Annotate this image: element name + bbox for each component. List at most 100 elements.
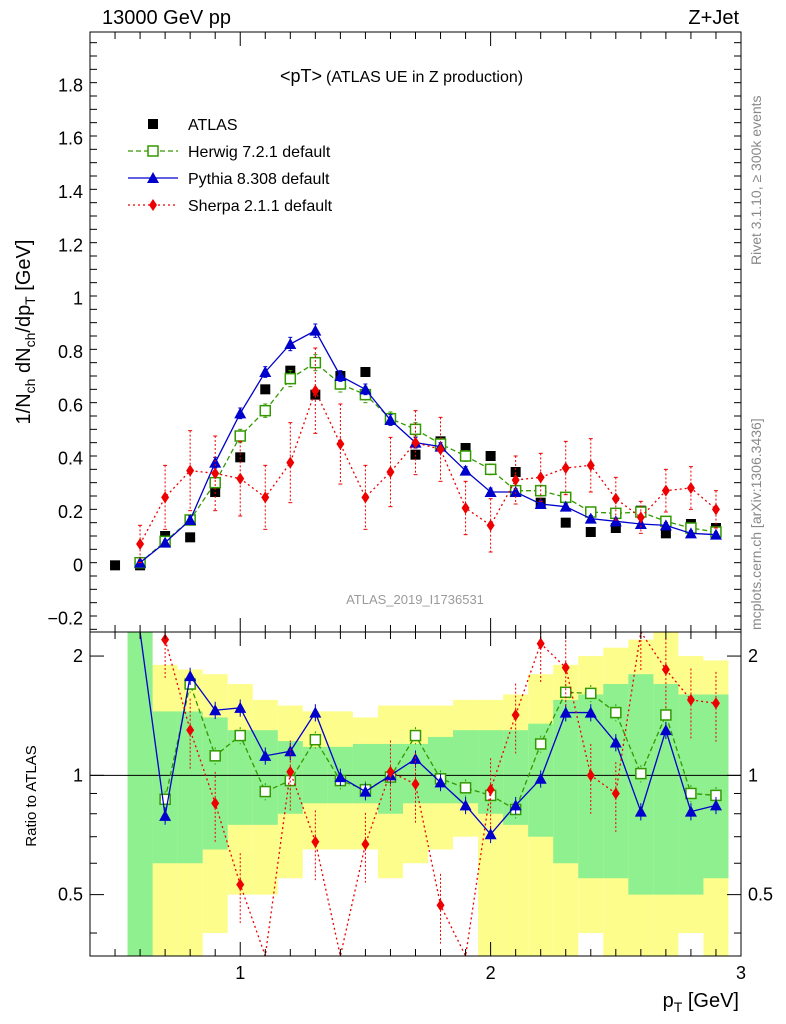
ratio-axis-label: Ratio to ATLAS	[23, 745, 40, 846]
ratio-line	[139, 632, 717, 836]
ratio-point	[259, 749, 272, 761]
x-tick-labels: 1 2 3	[235, 963, 746, 983]
x-tick-label: 2	[486, 963, 496, 983]
ratio-point	[534, 772, 547, 784]
y-tick-label: 1.2	[58, 235, 83, 255]
data-point	[211, 467, 220, 480]
ratio-band-inner	[227, 730, 253, 825]
x-tick-label: 1	[235, 963, 245, 983]
data-point	[360, 367, 371, 377]
y-tick-label: 1.6	[58, 129, 83, 149]
ratio-point	[609, 736, 622, 748]
legend-label: Herwig 7.2.1 default	[188, 144, 331, 161]
ratio-point	[635, 767, 647, 780]
data-point	[660, 528, 671, 539]
ratio-point	[159, 793, 171, 806]
legend-item: Sherpa 2.1.1 default	[128, 198, 333, 215]
ratio-point	[536, 637, 545, 650]
ratio-point	[309, 733, 322, 746]
ratio-panel: 0.5 0.5 1 1 2 2 Ratio to ATLAS	[23, 631, 773, 957]
ratio-point	[610, 706, 622, 719]
data-point	[209, 456, 222, 468]
ratio-point	[585, 687, 597, 700]
series-line	[139, 388, 717, 545]
ratio-point	[711, 697, 720, 710]
data-point	[411, 436, 420, 449]
ratio-point	[660, 709, 672, 721]
ratio-band-inner	[553, 699, 579, 864]
side-text-top: Rivet 3.1.10, ≥ 300k events	[748, 95, 764, 265]
x-tick-label: 3	[736, 963, 746, 983]
ratio-tick-label: 1	[73, 765, 83, 785]
data-point	[384, 414, 397, 425]
side-text-bottom: mcplots.cern.ch [arXiv:1306.3436]	[748, 418, 764, 630]
ratio-point	[659, 724, 672, 736]
ratio-ticks: 0.5 0.5 1 1 2 2	[58, 632, 773, 956]
ratio-tick-label: 1	[748, 765, 758, 785]
data-point	[336, 438, 345, 450]
ratio-point	[186, 724, 195, 737]
data-point	[184, 514, 197, 525]
y-axis-label: 1/Nch dNch/dpT [GeV]	[13, 240, 38, 425]
data-point	[485, 451, 496, 461]
data-point	[460, 443, 471, 453]
data-point	[309, 324, 322, 336]
ratio-point	[159, 809, 172, 821]
legend-marker	[147, 172, 159, 183]
data-point	[334, 370, 347, 381]
data-point	[386, 466, 395, 478]
ratio-series-2	[139, 632, 722, 844]
plot-title-sub: (ATLAS UE in Z production)	[326, 69, 523, 86]
ratio-point	[359, 785, 372, 797]
data-point	[459, 464, 472, 476]
header-process: Z+Jet	[688, 7, 739, 29]
ratio-point	[484, 828, 497, 840]
legend-item: ATLAS	[148, 117, 238, 134]
ratio-band-inner	[428, 736, 454, 804]
ratio-point	[486, 783, 495, 796]
data-point	[686, 482, 695, 494]
ratio-point	[361, 838, 370, 851]
ratio-tick-label: 2	[748, 646, 758, 666]
ratio-point	[209, 750, 221, 762]
ratio-point	[334, 771, 347, 783]
data-point	[484, 486, 497, 497]
legend-item: Pythia 8.308 default	[128, 171, 330, 188]
data-point	[259, 366, 272, 377]
y-tick-label: 1	[73, 289, 83, 309]
watermark: ATLAS_2019_I1736531	[346, 592, 484, 607]
data-point	[709, 528, 722, 540]
data-point	[136, 538, 145, 550]
ratio-point	[434, 776, 447, 788]
data-point	[234, 407, 247, 419]
ratio-point	[685, 787, 697, 800]
data-point	[611, 492, 620, 505]
data-point	[236, 472, 245, 485]
plot-title: <pT> (ATLAS UE in Z production)	[280, 66, 523, 86]
ratio-band-inner	[703, 694, 729, 879]
data-point	[186, 464, 195, 477]
data-point	[534, 498, 547, 509]
ratio-point	[209, 704, 222, 716]
data-point	[309, 356, 322, 369]
ratio-point	[259, 785, 272, 798]
data-point	[361, 491, 370, 504]
ratio-plot-area	[90, 632, 741, 956]
ratio-point	[509, 799, 522, 811]
data-point	[559, 500, 572, 512]
data-point	[634, 518, 647, 529]
ratio-point	[386, 765, 395, 778]
ratio-band-inner	[252, 730, 278, 825]
data-point	[511, 474, 520, 486]
upper-panel: −0.2 0 0.2 0.4 0.6 0.8 1 1.2 1.4 1.6 1.8 <pT> (ATL…	[13, 31, 742, 633]
ratio-point	[611, 787, 620, 800]
series-line	[139, 361, 717, 564]
data-point	[159, 536, 172, 548]
data-point	[484, 463, 497, 476]
ratio-point	[236, 878, 245, 891]
ratio-tick-label: 2	[73, 646, 83, 666]
ratio-point	[284, 745, 297, 757]
data-point	[586, 459, 595, 472]
ratio-tick-label: 0.5	[58, 885, 83, 905]
data-point	[561, 462, 570, 474]
